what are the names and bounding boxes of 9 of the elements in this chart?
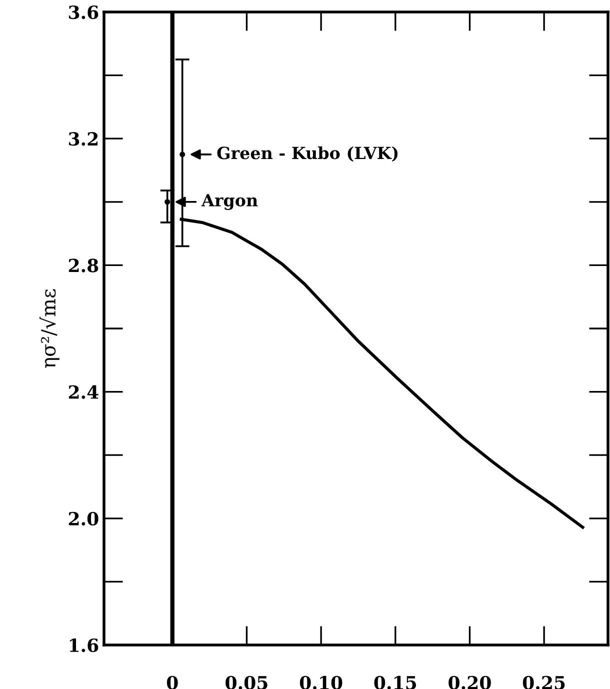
y-tick-label: 3.2 [68, 132, 98, 146]
y-tick-label: 2.0 [68, 512, 98, 526]
y-tick-label: 2.8 [68, 258, 98, 272]
y-tick-label: 1.6 [70, 638, 98, 652]
annotation: Green - Kubo (LVK) [217, 146, 398, 162]
y-tick-label: 3.6 [68, 5, 98, 20]
annotation: Argon [201, 194, 258, 210]
y-tick-label: 2.4 [68, 385, 98, 399]
y-axis-title: ησ²/√mε [40, 289, 60, 368]
